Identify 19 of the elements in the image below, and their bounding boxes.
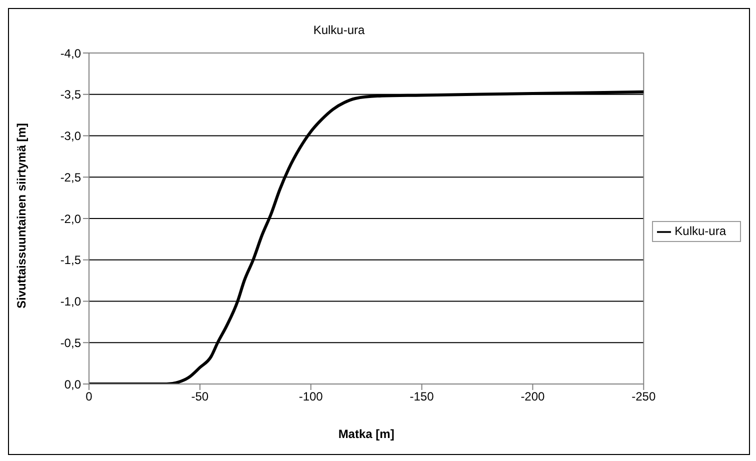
x-tick-label: -100 bbox=[298, 390, 324, 404]
x-tick-label: -200 bbox=[520, 390, 546, 404]
y-tick-label: -1,5 bbox=[60, 253, 82, 268]
y-tick-label: -2,0 bbox=[60, 212, 82, 226]
y-axis-title: Sivuttaissuuntainen siirtymä [m] bbox=[14, 123, 28, 308]
x-tick-label: 0 bbox=[86, 390, 93, 404]
x-tick-label: -250 bbox=[632, 390, 656, 404]
y-tick-label: 0,0 bbox=[64, 377, 82, 392]
y-tick-label: -2,5 bbox=[60, 170, 82, 184]
y-tick-label: -3,0 bbox=[60, 129, 82, 144]
x-axis-title: Matka [m] bbox=[338, 427, 394, 441]
y-tick-label: -0,5 bbox=[60, 336, 82, 350]
legend-label: Kulku-ura bbox=[674, 224, 726, 238]
y-tick-label: -3,5 bbox=[60, 88, 82, 102]
y-tick-label: -4,0 bbox=[60, 46, 82, 60]
y-tick-label: -1,0 bbox=[60, 294, 82, 309]
x-tick-label: -50 bbox=[191, 390, 209, 404]
chart-title: Kulku-ura bbox=[312, 23, 366, 37]
x-tick-label: -150 bbox=[410, 390, 434, 404]
